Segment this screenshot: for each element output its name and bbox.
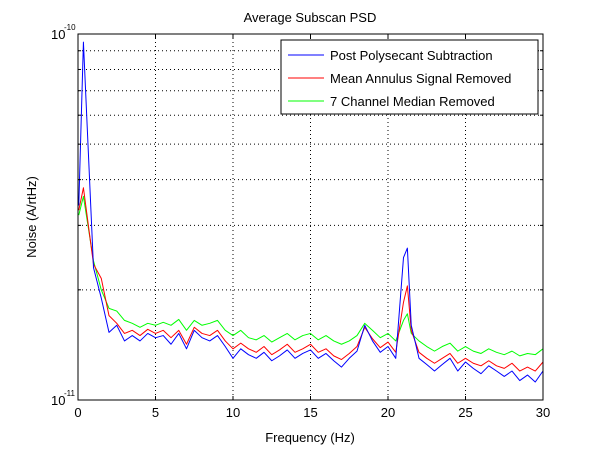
y-tick-label: 10-11	[51, 389, 76, 408]
x-tick-label: 15	[303, 405, 317, 420]
legend: Post Polysecant Subtraction Mean Annulus…	[280, 39, 539, 115]
y-axis-label: Noise (A/rtHz)	[24, 176, 39, 258]
chart-title: Average Subscan PSD	[244, 10, 377, 25]
tick-marks	[77, 33, 544, 401]
series-line-post-polysecant-subtraction	[78, 41, 544, 383]
x-tick-label: 25	[458, 405, 472, 420]
series-lines	[78, 41, 544, 383]
x-axis-label: Frequency (Hz)	[265, 430, 355, 445]
legend-label-post-polysecant: Post Polysecant Subtraction	[330, 48, 493, 63]
y-tick-label: 10-10	[51, 23, 76, 42]
legend-label-mean-annulus: Mean Annulus Signal Removed	[330, 71, 511, 86]
series-line-mean-annulus-signal-removed	[78, 187, 544, 372]
x-tick-label: 0	[74, 405, 81, 420]
legend-label-7-channel-median: 7 Channel Median Removed	[330, 94, 495, 109]
series-line-7-channel-median-removed	[78, 195, 544, 357]
x-tick-label: 10	[226, 405, 240, 420]
x-tick-label: 5	[152, 405, 159, 420]
x-tick-label: 20	[381, 405, 395, 420]
y-tick-mantissa: 10	[51, 393, 65, 408]
legend-box	[280, 39, 539, 115]
y-tick-mantissa: 10	[51, 27, 65, 42]
y-tick-exponent: -10	[64, 23, 76, 32]
x-tick-label: 30	[536, 405, 550, 420]
y-tick-exponent: -11	[64, 389, 76, 398]
